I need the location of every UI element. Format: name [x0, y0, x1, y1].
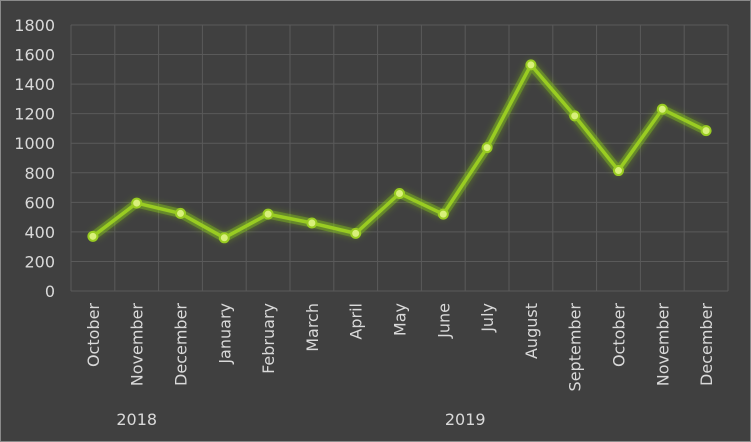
data-point [262, 208, 274, 220]
x-group-label: 2018 [116, 410, 157, 429]
data-point [350, 227, 362, 239]
x-tick-label: March [303, 303, 322, 352]
data-point [656, 103, 668, 115]
x-tick-label: January [215, 303, 234, 365]
data-point [218, 232, 230, 244]
x-tick-label: August [522, 303, 541, 359]
y-tick-label: 200 [24, 252, 55, 271]
x-tick-label: November [653, 303, 672, 387]
data-point [437, 208, 449, 220]
data-point [525, 59, 537, 71]
x-tick-label: May [391, 303, 410, 336]
y-tick-label: 1800 [14, 16, 55, 35]
y-axis-tick-labels: 0 200 400 600 800 1000 1200 1400 1600 1800 [14, 16, 55, 301]
y-tick-label: 1000 [14, 134, 55, 153]
x-tick-label: September [566, 303, 585, 392]
data-point [394, 187, 405, 199]
x-tick-label: November [128, 303, 147, 387]
y-tick-label: 0 [45, 282, 55, 301]
x-tick-label: December [697, 303, 716, 386]
x-group-label: 2019 [445, 410, 486, 429]
x-tick-label: October [84, 303, 103, 367]
data-point [613, 165, 624, 177]
data-point [569, 110, 581, 122]
data-point [700, 125, 712, 137]
gridlines [70, 24, 729, 292]
x-tick-label: April [347, 303, 366, 340]
data-point [175, 207, 186, 219]
x-axis-group-labels: 2018 2019 [116, 410, 485, 429]
y-tick-label: 800 [24, 164, 55, 183]
data-point [131, 197, 143, 209]
x-tick-label: February [259, 303, 278, 374]
x-tick-label: October [610, 303, 629, 367]
x-tick-label: December [172, 303, 191, 386]
y-tick-label: 1200 [14, 105, 55, 124]
data-point [481, 142, 493, 154]
x-axis-tick-labels: October November December January February Ma… [84, 303, 716, 392]
data-point [306, 217, 318, 229]
y-tick-label: 400 [24, 223, 55, 242]
data-point [87, 230, 99, 242]
series-layer [87, 59, 712, 244]
y-tick-label: 600 [24, 193, 55, 212]
x-tick-label: June [434, 303, 453, 339]
x-tick-label: July [478, 303, 497, 333]
y-tick-label: 1600 [14, 46, 55, 65]
y-tick-label: 1400 [14, 75, 55, 94]
